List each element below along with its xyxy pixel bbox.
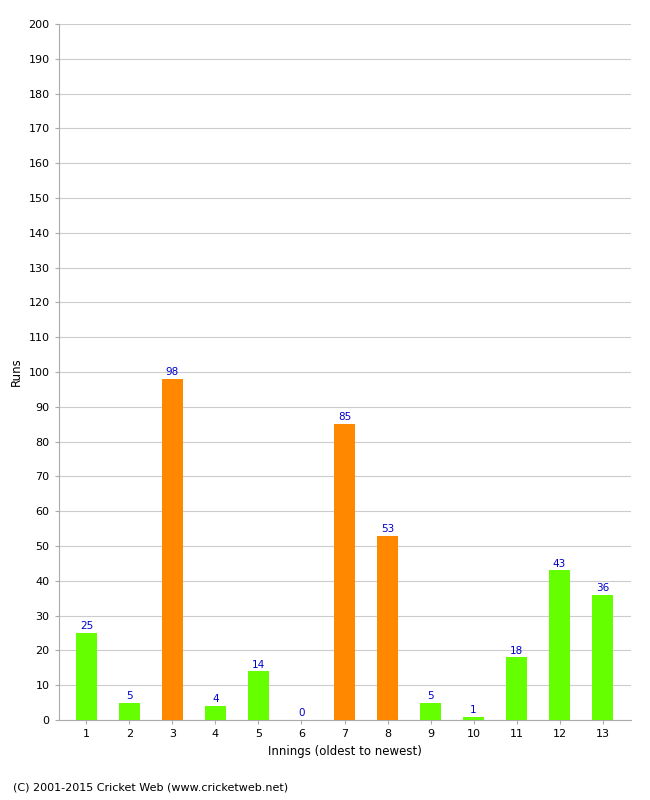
Bar bbox=[162, 379, 183, 720]
Bar bbox=[119, 702, 140, 720]
Text: 14: 14 bbox=[252, 659, 265, 670]
Bar bbox=[333, 424, 356, 720]
Text: 18: 18 bbox=[510, 646, 523, 656]
Y-axis label: Runs: Runs bbox=[10, 358, 23, 386]
Text: 25: 25 bbox=[80, 622, 93, 631]
Bar bbox=[420, 702, 441, 720]
Text: 5: 5 bbox=[427, 691, 434, 701]
Text: (C) 2001-2015 Cricket Web (www.cricketweb.net): (C) 2001-2015 Cricket Web (www.cricketwe… bbox=[13, 782, 288, 792]
Text: 0: 0 bbox=[298, 708, 305, 718]
Bar bbox=[549, 570, 570, 720]
Bar bbox=[75, 633, 98, 720]
Bar bbox=[205, 706, 226, 720]
Bar bbox=[248, 671, 269, 720]
Text: 1: 1 bbox=[470, 705, 477, 714]
Text: 53: 53 bbox=[381, 524, 394, 534]
Bar bbox=[377, 535, 398, 720]
Text: 5: 5 bbox=[126, 691, 133, 701]
X-axis label: Innings (oldest to newest): Innings (oldest to newest) bbox=[268, 745, 421, 758]
Bar bbox=[463, 717, 484, 720]
Text: 36: 36 bbox=[596, 583, 609, 593]
Text: 85: 85 bbox=[338, 413, 351, 422]
Text: 98: 98 bbox=[166, 367, 179, 378]
Text: 4: 4 bbox=[212, 694, 219, 704]
Bar bbox=[592, 594, 614, 720]
Text: 43: 43 bbox=[553, 558, 566, 569]
Bar bbox=[506, 658, 527, 720]
